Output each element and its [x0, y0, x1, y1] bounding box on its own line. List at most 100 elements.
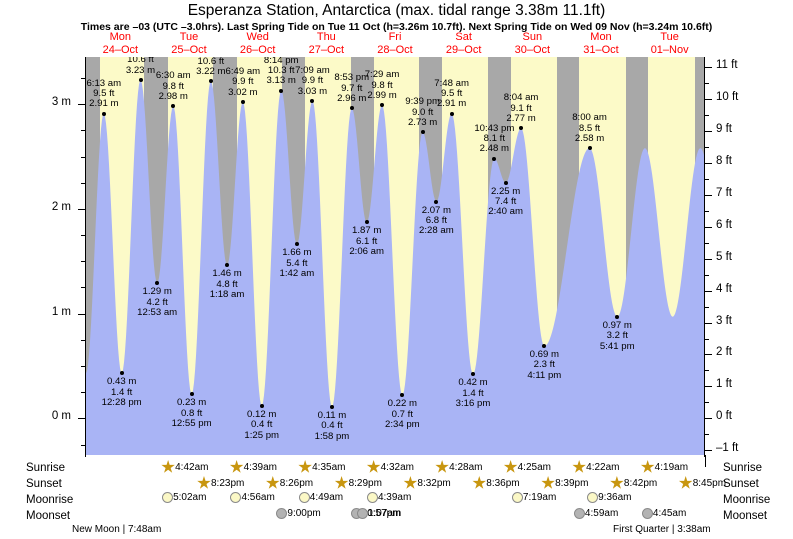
sun-star-icon — [610, 476, 624, 489]
tick-right-2p8956 — [705, 115, 709, 117]
tick-right--0p3048 — [705, 450, 712, 452]
tide-feet: 9.8 ft — [371, 79, 393, 91]
low-tide-point-25 — [542, 344, 547, 349]
day-header-31-oct: Mon 31–Oct — [567, 31, 636, 56]
moonrise-time: 5:02am — [173, 492, 207, 503]
tick-label-2-ft: 2 ft — [716, 346, 732, 359]
sunrise-entry-7: 4:19am — [640, 460, 688, 474]
tick-left-1p5 — [81, 261, 85, 263]
right-axis — [704, 57, 706, 457]
moonset-entry-4: 4:45am — [641, 508, 687, 519]
sun-star-icon — [366, 460, 381, 473]
low-tide-point-15 — [364, 220, 369, 225]
tick-right-2p286 — [705, 178, 709, 180]
moonset-time: 4:45am — [652, 508, 687, 519]
high-tide-label-20: 7:48 am 9.5 ft 2.91 m — [422, 77, 482, 110]
low-tide-point-9 — [259, 403, 264, 408]
tide-time: 7:09 am — [295, 64, 330, 76]
tide-metres: 0.11 m — [317, 409, 347, 421]
tick-right-1p0668 — [705, 306, 709, 308]
sun-star-icon — [435, 460, 449, 473]
low-tide-label-9: 0.12 m 0.4 ft 1:25 pm — [232, 409, 292, 441]
day-header-29-oct: Sat 29–Oct — [429, 31, 498, 56]
tide-metres: 0.23 m — [176, 397, 207, 409]
tick-right-0p6096 — [705, 354, 712, 356]
moonrise-icon — [298, 492, 310, 503]
tick-right-1p9812 — [705, 210, 709, 212]
sunrise-time: 4:25am — [517, 461, 551, 473]
day-name: Sat — [455, 31, 472, 43]
sunset-time: 8:45pm — [692, 477, 727, 489]
high-tide-point-18 — [420, 130, 425, 135]
day-header-25-oct: Tue 25–Oct — [155, 31, 224, 56]
tick-label-8-ft: 8 ft — [716, 154, 732, 167]
tide-metres: 2.48 m — [479, 143, 509, 155]
tick-right-0p3048 — [705, 386, 712, 388]
tick-right-0p762 — [705, 338, 709, 340]
tick-right-2p7432000000000003 — [705, 131, 712, 133]
moonrise-entry-1: 4:56am — [230, 492, 275, 503]
tide-metres: 2.73 m — [407, 117, 438, 129]
tide-metres: 3.23 m — [125, 64, 156, 76]
tide-time: 7:48 am — [434, 77, 469, 89]
tide-metres: 2.98 m — [158, 91, 188, 103]
moonrise-icon — [162, 492, 174, 503]
moonrise-entry-4: 7:19am — [511, 492, 556, 503]
tide-feet: 6.8 ft — [425, 214, 448, 226]
tick-right-2p1336 — [705, 194, 712, 196]
low-tide-label-17: 0.22 m 0.7 ft 2:34 pm — [372, 398, 432, 430]
sun-star-icon — [472, 476, 486, 489]
tide-time: 1:18 am — [209, 289, 245, 301]
low-tide-label-13: 0.11 m 0.4 ft 1:58 pm — [302, 409, 362, 442]
tide-feet: 6.1 ft — [356, 235, 378, 247]
sunset-entry-3: 8:32pm — [403, 476, 451, 490]
day-date: 31–Oct — [583, 43, 619, 56]
moonset-entry-3: 4:59am — [573, 508, 618, 519]
sunrise-time: 4:39am — [243, 461, 277, 473]
high-tide-label-10: 8:14 pm 10.3 ft 3.13 m — [251, 57, 311, 87]
tide-time: 2:06 am — [349, 246, 384, 258]
day-date: 25–Oct — [171, 43, 207, 56]
low-tide-label-7: 1.46 m 4.8 ft 1:18 am — [197, 269, 257, 301]
sunset-entry-5: 8:39pm — [541, 476, 588, 490]
tick-label-3-ft: 3 ft — [716, 314, 732, 327]
tide-time: 8:53 pm — [334, 72, 370, 84]
day-name: Mon — [109, 31, 132, 43]
low-tide-label-25: 0.69 m 2.3 ft 4:11 pm — [514, 349, 574, 381]
sunset-entry-0: 8:23pm — [197, 476, 244, 490]
tide-feet: 4.2 ft — [146, 296, 168, 308]
sunrise-entry-4: 4:28am — [435, 460, 482, 474]
tick-label-1-ft: 1 ft — [716, 378, 732, 391]
moonset-time: 1:07am — [367, 508, 402, 519]
sun-star-icon — [403, 476, 418, 489]
high-tide-point-0 — [101, 111, 106, 116]
tide-feet: 10.6 ft — [127, 57, 154, 66]
tide-feet: 5.4 ft — [286, 257, 308, 269]
tide-metres: 2.91 m — [89, 98, 119, 110]
tick-label-10-ft: 10 ft — [716, 91, 739, 104]
tide-time: 4:11 pm — [527, 369, 562, 381]
tick-right-0p1524 — [705, 402, 709, 404]
tide-feet: 0.7 ft — [391, 408, 414, 420]
tide-metres: 2.77 m — [506, 113, 536, 125]
moonrise-time: 4:49am — [309, 492, 344, 503]
moonrise-entry-5: 9:36am — [587, 492, 631, 503]
tide-feet: 9.5 ft — [93, 87, 115, 99]
low-tide-label-23: 2.25 m 7.4 ft 2:40 am — [476, 186, 536, 218]
tide-metres: 1.66 m — [282, 247, 312, 259]
high-tide-label-12: 7:09 am 9.9 ft 3.03 m — [282, 64, 342, 97]
tick-left-2p25 — [81, 182, 85, 184]
tide-time: 8:00 am — [572, 112, 607, 124]
sunset-entry-1: 8:26pm — [266, 476, 313, 490]
day-name: Sun — [522, 31, 543, 43]
tick-right-3p3528000000000002 — [705, 67, 712, 69]
moonrise-time: 4:39am — [377, 492, 412, 503]
tick-right-1p8288000000000002 — [705, 226, 712, 228]
tide-time: 12:55 pm — [171, 418, 212, 430]
tick-right-1p2192 — [705, 290, 712, 292]
high-tide-point-14 — [349, 106, 354, 111]
tide-time: 1:25 pm — [244, 429, 280, 441]
sun-star-icon — [640, 460, 655, 473]
tide-feet: 9.7 ft — [341, 82, 363, 94]
